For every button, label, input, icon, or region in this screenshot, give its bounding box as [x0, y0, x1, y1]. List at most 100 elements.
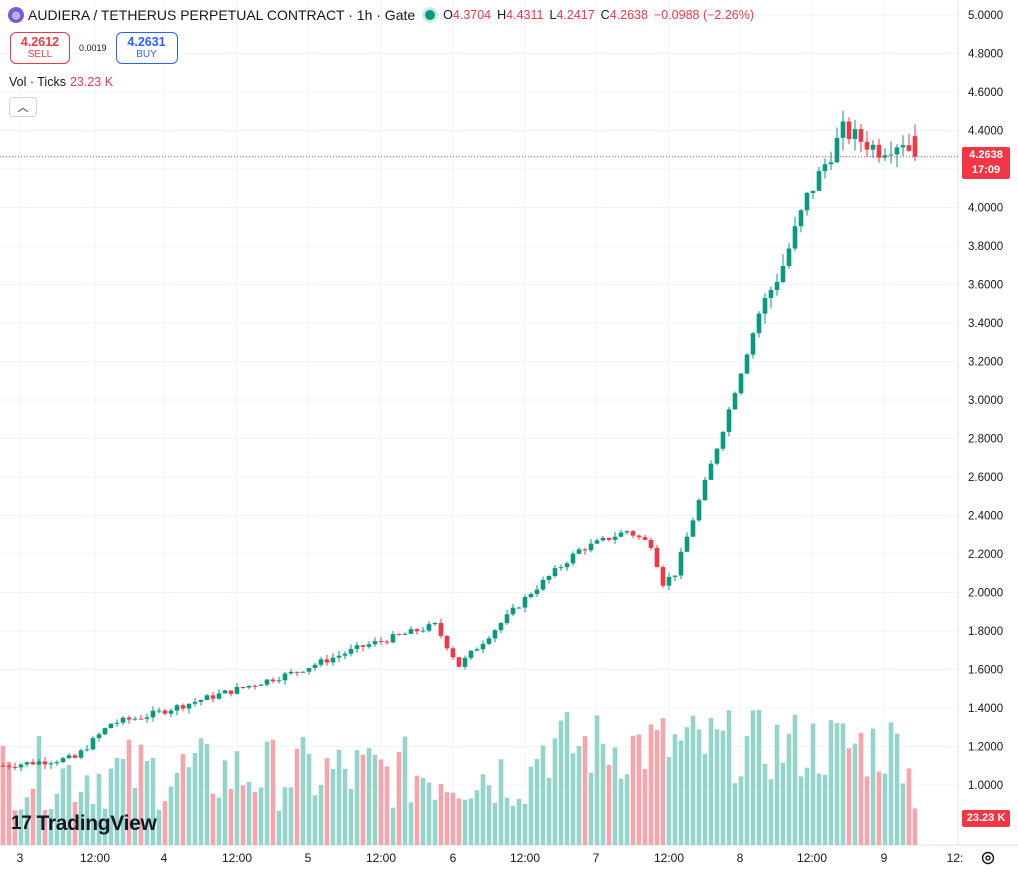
volume-bar [678, 740, 684, 845]
candle-body [474, 649, 480, 651]
volume-bar [462, 799, 468, 845]
volume-legend[interactable]: Vol · Ticks 23.23 K [9, 75, 114, 89]
audiera-coin-icon[interactable]: ◎ [8, 7, 24, 23]
spread-value: 0.0019 [79, 43, 107, 53]
volume-bar [702, 753, 708, 845]
candle-body [0, 765, 6, 767]
volume-bar [882, 773, 888, 845]
candle-body [774, 281, 780, 290]
volume-bar [606, 765, 612, 845]
volume-bar [774, 724, 780, 845]
candle-body [444, 635, 450, 649]
x-tick-label: 5 [305, 851, 312, 865]
candle-body [636, 535, 642, 538]
volume-bar [96, 773, 102, 845]
volume-bar [396, 751, 402, 845]
volume-bar [156, 809, 162, 845]
volume-bar [60, 768, 66, 845]
y-tick-label: 1.6000 [968, 665, 1003, 677]
volume-bar [768, 779, 774, 845]
x-tick-label: 12:00 [222, 851, 252, 865]
candle-body [738, 373, 744, 394]
volume-bar [426, 782, 432, 845]
candle-body [678, 551, 684, 576]
candle-body [18, 764, 24, 768]
candle-body [264, 679, 270, 685]
candle-body [516, 607, 522, 609]
volume-bar [858, 732, 864, 845]
volume-bar [612, 747, 618, 845]
symbol-title[interactable]: AUDIERA / TETHERUS PERPETUAL CONTRACT · … [28, 7, 416, 23]
tradingview-logo[interactable]: 17 TradingView [11, 812, 157, 836]
volume-bar [252, 792, 258, 845]
volume-bar [708, 718, 714, 845]
volume-bar [198, 738, 204, 845]
candle-body [276, 680, 282, 682]
x-tick-label: 9 [881, 851, 888, 865]
volume-bar [870, 728, 876, 845]
volume-bar [318, 784, 324, 845]
x-tick-label: 12:00 [654, 851, 684, 865]
candle-body [576, 549, 582, 554]
volume-bar [738, 776, 744, 845]
volume-bar [876, 771, 882, 845]
candle-body [726, 409, 732, 432]
candle-body [450, 648, 456, 658]
volume-bar [834, 722, 840, 845]
ohlc-high: H4.4311 [497, 8, 544, 22]
volume-bar [288, 787, 294, 845]
volume-bar [558, 720, 564, 845]
candle-body [318, 659, 324, 665]
volume-bar [408, 802, 414, 845]
candle-body [570, 553, 576, 564]
y-tick-label: 1.8000 [968, 626, 1003, 638]
candle-body [600, 537, 606, 541]
volume-bar [714, 729, 720, 845]
symbol-legend: ◎ AUDIERA / TETHERUS PERPETUAL CONTRACT … [8, 7, 754, 23]
volume-bar [174, 773, 180, 845]
buy-button[interactable]: 4.2631 BUY [115, 32, 178, 64]
candle-body [594, 540, 600, 544]
candle-body [780, 266, 786, 282]
volume-bar [864, 776, 870, 845]
candle-body [480, 643, 486, 650]
candle-body [558, 567, 564, 569]
x-tick-label: 8 [737, 851, 744, 865]
candle-body [342, 653, 348, 656]
volume-bar [516, 798, 522, 845]
volume-bar [414, 775, 420, 845]
volume-bar [720, 730, 726, 845]
volume-bar [900, 783, 906, 845]
candle-body [732, 393, 738, 410]
volume-bar [642, 769, 648, 845]
candle-body [552, 568, 558, 577]
market-open-status-icon [425, 10, 436, 20]
sell-button[interactable]: 4.2612 SELL [10, 32, 70, 64]
volume-bar [696, 729, 702, 845]
volume-bar [432, 799, 438, 845]
volume-bar [282, 787, 288, 845]
volume-bar [624, 774, 630, 845]
candle-body [348, 648, 354, 654]
price-change: −0.0988 (−2.26%) [653, 8, 755, 22]
volume-bar [84, 775, 90, 845]
volume-bar [762, 763, 768, 845]
candle-body [210, 695, 216, 699]
volume-bar [594, 715, 600, 845]
collapse-legend-button[interactable]: ︿ [9, 97, 37, 117]
trade-panel: 4.2612 SELL 0.0019 4.2631 BUY [10, 32, 178, 64]
volume-bar [336, 749, 342, 845]
volume-bar [852, 743, 858, 845]
volume-bar [108, 768, 114, 845]
volume-bar [444, 792, 450, 845]
volume-bar [528, 766, 534, 845]
gear-icon[interactable] [980, 850, 996, 866]
candle-body [300, 671, 306, 673]
volume-bar [822, 774, 828, 845]
candle-body [468, 650, 474, 658]
volume-bar [654, 730, 660, 845]
y-tick-label: 1.0000 [968, 780, 1003, 792]
candle-body [744, 354, 750, 374]
candle-body [546, 576, 552, 580]
